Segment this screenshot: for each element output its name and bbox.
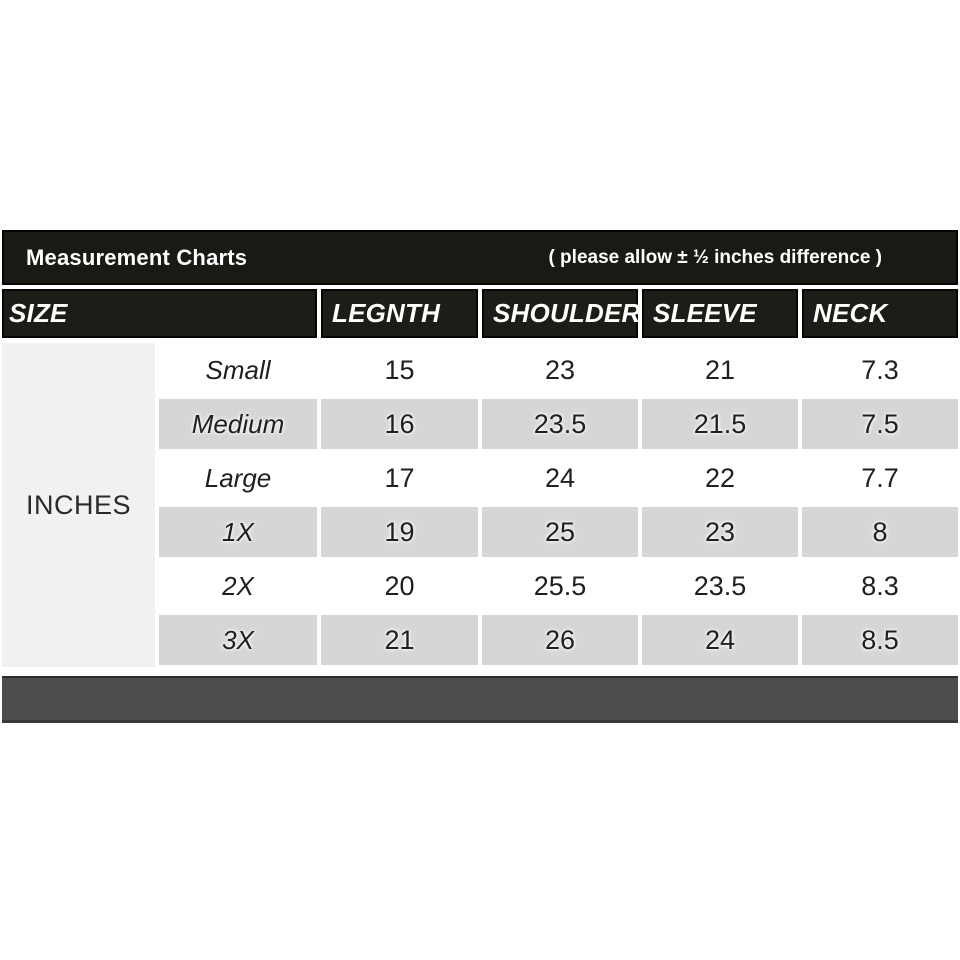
value-cell: 24 xyxy=(482,451,638,505)
value-cell: 8.3 xyxy=(802,559,958,613)
unit-label-cell: INCHES xyxy=(2,343,155,667)
value-cell: 23.5 xyxy=(482,397,638,451)
size-label-cell: 1X xyxy=(159,505,317,559)
measurement-chart: Measurement Charts ( please allow ± ½ in… xyxy=(2,230,958,723)
title-bar: Measurement Charts ( please allow ± ½ in… xyxy=(2,230,958,285)
value-cell: 25.5 xyxy=(482,559,638,613)
column-header-neck: NECK xyxy=(802,289,958,338)
tolerance-note: ( please allow ± ½ inches difference ) xyxy=(548,246,882,268)
value-cell: 26 xyxy=(482,613,638,667)
value-cell: 7.3 xyxy=(802,343,958,397)
table-body: INCHES Small 15 23 21 7.3 Medium 16 23.5 21.5 7.5… xyxy=(2,343,958,667)
value-cell: 21 xyxy=(321,613,478,667)
value-cell: 22 xyxy=(642,451,798,505)
column-header-shoulder: SHOULDER xyxy=(482,289,640,338)
size-label-cell: 2X xyxy=(159,559,317,613)
value-cell: 15 xyxy=(321,343,478,397)
value-cell: 7.5 xyxy=(802,397,958,451)
size-label-cell: Small xyxy=(159,343,317,397)
value-cell: 21 xyxy=(642,343,798,397)
value-cell: 7.7 xyxy=(802,451,958,505)
value-cell: 23 xyxy=(482,343,638,397)
value-cell: 19 xyxy=(321,505,478,559)
chart-title: Measurement Charts xyxy=(26,244,248,270)
column-header-legnth: LEGNTH xyxy=(321,289,478,338)
column-header-sleeve: SLEEVE xyxy=(642,289,798,338)
size-label-cell: Large xyxy=(159,451,317,505)
footer-bar xyxy=(2,676,958,723)
column-header-row: SIZE LEGNTH SHOULDER SLEEVE NECK xyxy=(2,289,958,338)
value-cell: 17 xyxy=(321,451,478,505)
value-cell: 24 xyxy=(642,613,798,667)
value-cell: 23 xyxy=(642,505,798,559)
column-header-size: SIZE xyxy=(2,289,317,338)
value-cell: 8.5 xyxy=(802,613,958,667)
size-label-cell: Medium xyxy=(159,397,317,451)
size-label-cell: 3X xyxy=(159,613,317,667)
value-cell: 25 xyxy=(482,505,638,559)
value-cell: 21.5 xyxy=(642,397,798,451)
value-cell: 23.5 xyxy=(642,559,798,613)
value-cell: 16 xyxy=(321,397,478,451)
value-cell: 8 xyxy=(802,505,958,559)
value-cell: 20 xyxy=(321,559,478,613)
